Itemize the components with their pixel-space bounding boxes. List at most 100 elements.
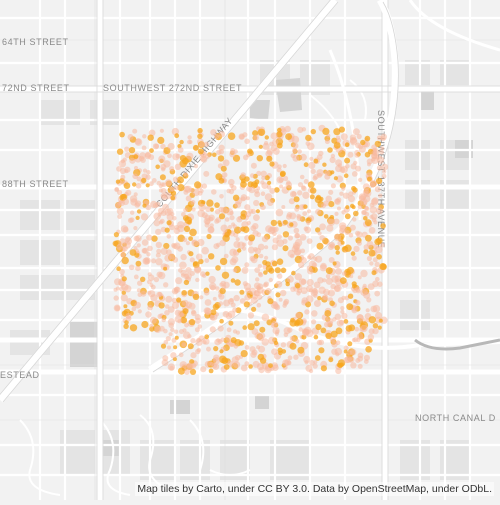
density-point: [294, 228, 300, 234]
density-point: [355, 166, 361, 172]
density-point: [352, 171, 358, 177]
density-point: [160, 219, 165, 224]
density-point: [370, 206, 377, 213]
density-point: [184, 323, 189, 328]
density-point: [277, 164, 281, 168]
density-point: [137, 243, 141, 247]
density-point: [174, 289, 179, 294]
density-point: [148, 135, 154, 141]
density-point: [260, 357, 266, 363]
label-72nd-street-west: 72ND STREET: [2, 83, 70, 93]
density-point: [322, 163, 326, 167]
density-point: [297, 215, 303, 221]
density-point: [120, 175, 125, 180]
density-point: [219, 178, 225, 184]
density-point: [245, 345, 250, 350]
density-point: [234, 149, 238, 153]
density-point: [194, 164, 198, 168]
density-point: [156, 253, 161, 258]
density-point: [341, 133, 348, 140]
density-point: [295, 339, 299, 343]
density-point: [376, 254, 382, 260]
density-point: [212, 153, 217, 158]
density-point: [309, 157, 313, 161]
density-point: [334, 212, 338, 216]
density-point: [324, 322, 330, 328]
map-attribution[interactable]: Map tiles by Carto, under CC BY 3.0. Dat…: [135, 482, 494, 496]
density-point: [262, 314, 270, 322]
density-point: [183, 208, 188, 213]
density-point: [365, 219, 372, 226]
density-point: [286, 282, 290, 286]
density-point: [184, 280, 189, 285]
density-point: [213, 297, 217, 301]
density-point: [335, 368, 341, 374]
density-point: [316, 195, 321, 200]
density-point: [352, 281, 357, 286]
density-point: [154, 277, 159, 282]
density-point: [181, 342, 186, 347]
density-point: [235, 201, 242, 208]
density-point: [295, 239, 302, 246]
density-point: [140, 157, 146, 163]
density-point: [248, 234, 255, 241]
density-point: [353, 211, 359, 217]
density-point: [371, 144, 377, 150]
density-point: [191, 200, 196, 205]
density-point: [265, 135, 269, 139]
density-point: [259, 145, 263, 149]
density-point: [202, 274, 206, 278]
density-point: [339, 320, 344, 325]
density-point: [253, 200, 259, 206]
density-point: [189, 319, 195, 325]
density-point: [124, 147, 129, 152]
density-point: [313, 294, 317, 298]
density-point: [297, 190, 302, 195]
density-point: [194, 266, 201, 273]
density-point: [225, 217, 230, 222]
density-point: [315, 355, 321, 361]
density-point: [117, 208, 124, 215]
density-point: [306, 141, 311, 146]
density-point: [163, 282, 168, 287]
density-point: [122, 246, 128, 252]
density-point: [379, 263, 386, 270]
density-point: [165, 304, 170, 309]
density-point: [317, 154, 323, 160]
density-point: [230, 258, 237, 265]
density-point: [269, 278, 273, 282]
density-point: [261, 191, 266, 196]
density-point: [330, 157, 336, 163]
density-point: [265, 288, 271, 294]
density-point: [184, 369, 190, 375]
density-point: [311, 310, 318, 317]
density-point: [298, 262, 304, 268]
density-point: [187, 220, 192, 225]
density-point: [114, 232, 119, 237]
density-point: [183, 238, 188, 243]
density-point: [348, 294, 353, 299]
density-point: [258, 129, 265, 136]
density-point: [376, 207, 383, 214]
density-point: [336, 250, 340, 254]
density-point: [360, 325, 367, 332]
density-point: [130, 211, 134, 215]
density-point: [193, 294, 199, 300]
density-point: [283, 164, 287, 168]
density-point: [259, 327, 265, 333]
density-point: [220, 240, 226, 246]
density-point: [214, 339, 221, 346]
density-point: [340, 310, 344, 314]
density-point: [294, 233, 299, 238]
density-point: [178, 268, 183, 273]
density-point: [241, 194, 248, 201]
density-point: [227, 327, 232, 332]
density-point: [160, 164, 166, 170]
density-point: [122, 198, 129, 205]
density-point: [205, 310, 210, 315]
density-point: [352, 205, 356, 209]
density-point: [357, 314, 364, 321]
density-point: [328, 244, 334, 250]
density-point: [379, 319, 383, 323]
